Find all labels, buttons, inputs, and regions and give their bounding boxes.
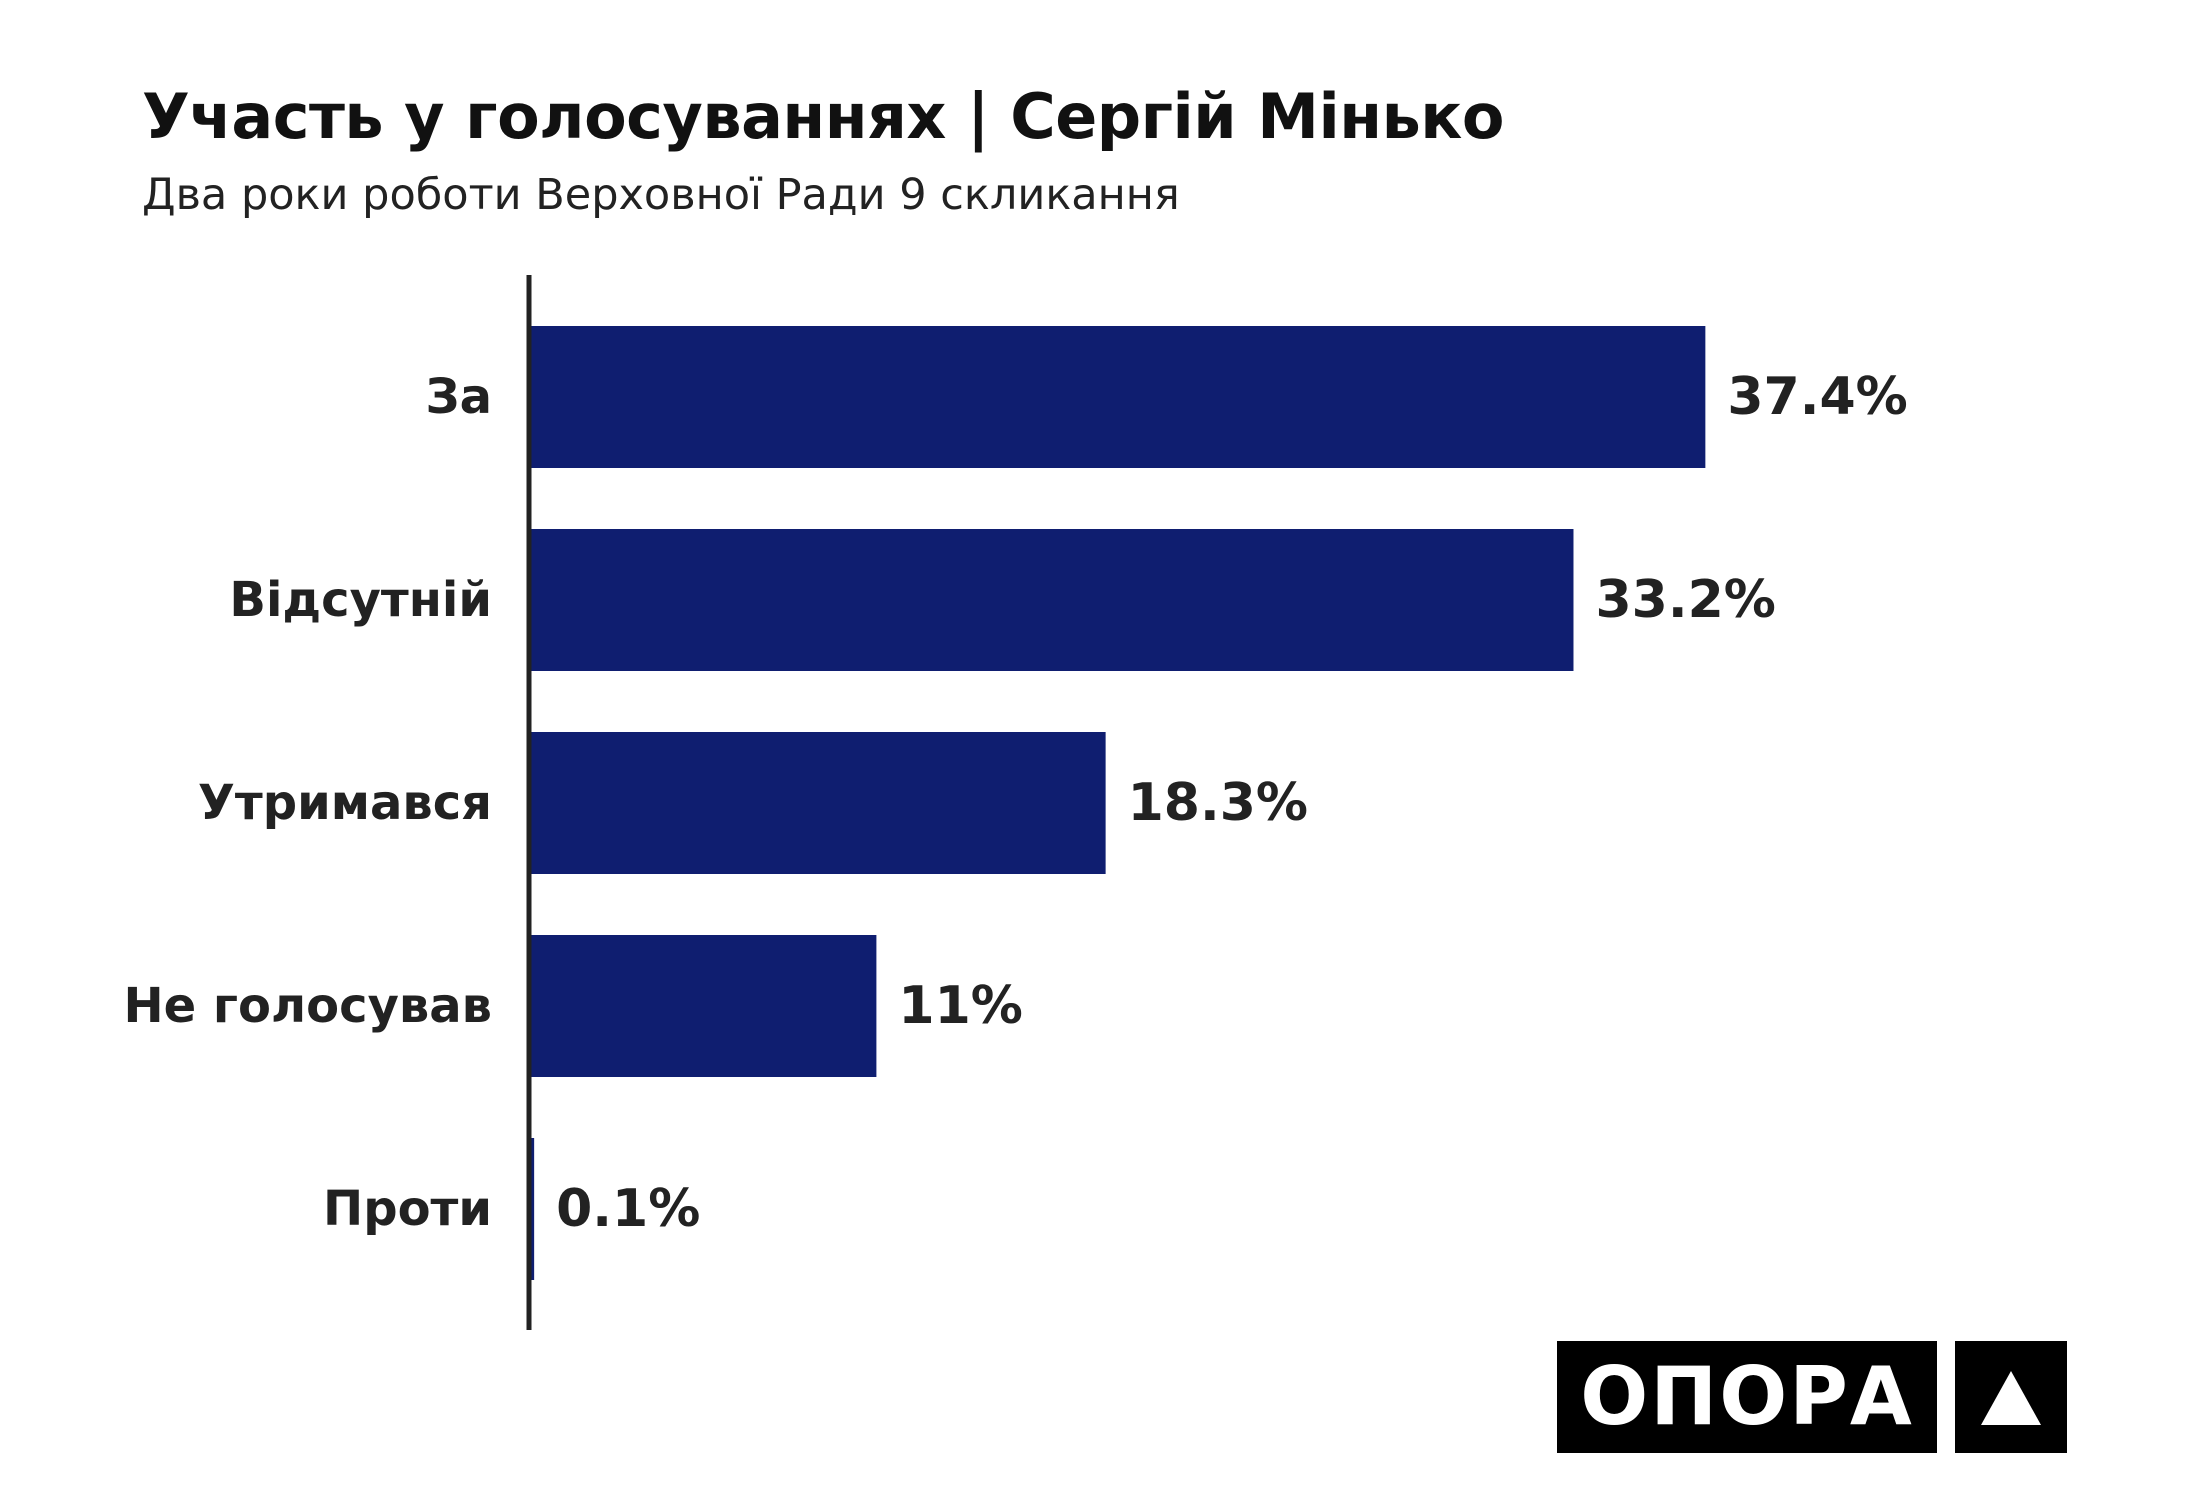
chart-subtitle: Два роки роботи Верховної Ради 9 скликан… — [142, 170, 1180, 220]
category-label: Утримався — [198, 775, 492, 831]
bar — [531, 1138, 535, 1280]
value-label: 11% — [898, 976, 1022, 1036]
value-label: 18.3% — [1128, 773, 1308, 833]
value-label: 0.1% — [556, 1179, 700, 1239]
bar — [531, 529, 1574, 671]
bar — [531, 326, 1706, 468]
opora-logo: ОПОРА — [1557, 1341, 1937, 1453]
value-label: 33.2% — [1595, 570, 1775, 630]
category-label: За — [426, 369, 493, 425]
value-label: 37.4% — [1727, 367, 1907, 427]
category-label: Проти — [323, 1181, 492, 1237]
bar — [531, 935, 877, 1077]
category-label: Не голосував — [123, 978, 492, 1034]
triangle-icon — [1955, 1341, 2067, 1453]
chart-title: Участь у голосуваннях | Сергій Мінько — [142, 80, 1504, 153]
bar — [531, 732, 1106, 874]
category-label: Відсутній — [229, 572, 492, 628]
